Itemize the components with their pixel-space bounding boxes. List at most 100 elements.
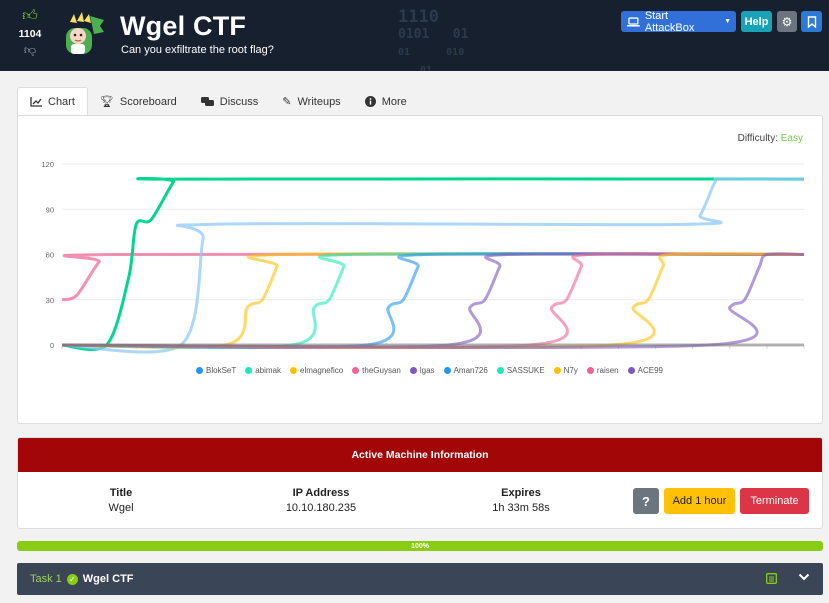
legend-item[interactable]: N7y	[553, 366, 578, 375]
terminate-button[interactable]: Terminate	[740, 488, 809, 514]
room-logo	[66, 12, 104, 54]
series-line	[61, 252, 805, 350]
legend-label: lgas	[419, 366, 435, 375]
legend-swatch	[290, 367, 298, 374]
binary-decoration: 1110 0101 01 01 010 01	[398, 8, 468, 71]
line-chart-icon	[30, 96, 42, 107]
machine-help-button[interactable]: ?	[633, 488, 659, 514]
legend-swatch	[553, 367, 561, 374]
expires-label: Expires	[501, 487, 541, 499]
machine-title-label: Title	[109, 487, 133, 499]
thumbs-down-icon[interactable]: 👎︎	[23, 43, 37, 57]
legend-label: N7y	[563, 366, 578, 375]
series-line	[61, 252, 805, 350]
legend-swatch	[245, 367, 253, 374]
y-tick-label: 60	[46, 251, 54, 260]
caret-down-icon[interactable]: ▼	[724, 18, 731, 25]
room-tabs: Chart 🏆︎ Scoreboard Discuss ✎ Writeups M…	[17, 87, 419, 116]
legend-label: ACE99	[637, 366, 663, 375]
machine-title-value: Wgel	[108, 502, 134, 514]
progress-chart: 120 90 60 30 0	[41, 160, 805, 354]
y-tick-label: 30	[46, 296, 54, 305]
legend-swatch	[627, 367, 635, 374]
tab-label: Writeups	[297, 95, 341, 108]
help-button[interactable]: Help	[741, 11, 772, 32]
tab-chart[interactable]: Chart	[17, 87, 88, 116]
series-line	[61, 177, 805, 354]
series-line	[61, 252, 805, 350]
active-machine-card: Active Machine Information Title Wgel IP…	[17, 437, 823, 529]
series-line	[61, 252, 805, 350]
chart-panel: Difficulty: Easy 120 90 60 30 0 BlokSeT abima…	[17, 115, 823, 424]
binary-line: 01 010	[398, 47, 465, 58]
legend-label: BlokSeT	[206, 366, 237, 375]
task-name: Wgel CTF	[82, 573, 134, 585]
room-title: Wgel CTF	[120, 11, 247, 41]
legend-swatch	[352, 367, 360, 374]
task-number: Task 1	[30, 573, 62, 585]
comments-icon	[200, 96, 214, 106]
difficulty-value: Easy	[780, 133, 803, 144]
binary-line: 1110	[398, 7, 439, 27]
legend-item[interactable]: abimak	[245, 366, 281, 375]
difficulty-label: Difficulty:	[737, 133, 778, 144]
tab-more[interactable]: More	[353, 87, 419, 116]
legend-label: elmagnefico	[300, 366, 344, 375]
legend-swatch	[443, 367, 451, 374]
legend-label: abimak	[255, 366, 282, 375]
add-hour-button[interactable]: Add 1 hour	[664, 488, 735, 514]
series-line	[61, 252, 805, 350]
start-attackbox-button[interactable]: Start AttackBox ▼	[621, 9, 736, 34]
legend-item[interactable]: lgas	[409, 366, 435, 375]
series-line	[61, 252, 805, 350]
tab-label: Scoreboard	[119, 95, 177, 108]
expires-value: 1h 33m 58s	[492, 502, 550, 514]
check-circle-icon: ✓	[66, 573, 78, 585]
tab-label: Discuss	[219, 95, 259, 108]
pencil-icon: ✎	[282, 96, 292, 108]
chevron-down-icon[interactable]	[798, 571, 810, 583]
tab-discuss[interactable]: Discuss	[189, 87, 271, 116]
y-tick-label: 120	[41, 160, 54, 169]
legend-swatch	[586, 367, 594, 374]
binary-line: 01	[420, 65, 433, 71]
legend-item[interactable]: BlokSeT	[196, 366, 236, 375]
legend-swatch	[196, 367, 203, 374]
machine-ip-column: IP Address 10.10.180.235	[271, 487, 371, 514]
ip-address-value: 10.10.180.235	[285, 502, 357, 514]
legend-item[interactable]: theGuysan	[352, 366, 401, 375]
legend-label: raisen	[596, 366, 619, 375]
settings-button[interactable]: ⚙	[777, 11, 797, 32]
chart-legend: BlokSeT abimak elmagnefico theGuysan lgas Ama…	[196, 366, 663, 375]
progress-fill: 100%	[17, 541, 823, 551]
tab-writeups[interactable]: ✎ Writeups	[270, 87, 352, 116]
legend-item[interactable]: elmagnefico	[290, 366, 343, 375]
active-machine-header: Active Machine Information	[18, 438, 822, 472]
y-tick-label: 0	[50, 341, 54, 350]
task-header[interactable]: Task 1 ✓ Wgel CTF	[17, 563, 823, 595]
tab-scoreboard[interactable]: 🏆︎ Scoreboard	[88, 87, 189, 116]
series-line	[61, 252, 805, 350]
legend-item[interactable]: SASSUKE	[496, 366, 545, 375]
legend-item[interactable]: Aman726	[443, 366, 488, 375]
bookmark-button[interactable]	[801, 11, 822, 32]
binary-line: 0101 01	[398, 27, 469, 42]
vote-count: 1104	[18, 28, 42, 40]
machine-expires-column: Expires 1h 33m 58s	[476, 487, 566, 514]
gear-icon: ⚙	[781, 14, 793, 29]
start-attackbox-label: Start AttackBox	[644, 9, 695, 34]
legend-label: SASSUKE	[506, 366, 545, 375]
series-line	[61, 176, 805, 351]
legend-item[interactable]: raisen	[586, 366, 619, 375]
room-header: 👍︎ 1104 👎︎ Wgel CTF Can you exfiltrate t…	[0, 0, 829, 71]
legend-swatch	[496, 367, 504, 374]
y-tick-label: 90	[46, 205, 54, 214]
thumbs-up-icon[interactable]: 👍︎	[22, 7, 38, 24]
room-subtitle: Can you exfiltrate the root flag?	[121, 44, 274, 56]
series-line	[61, 252, 805, 302]
tab-label: Chart	[48, 95, 75, 108]
notes-icon[interactable]	[766, 573, 777, 584]
legend-label: Aman726	[453, 366, 488, 375]
legend-item[interactable]: ACE99	[627, 366, 663, 375]
vote-widget: 👍︎ 1104 👎︎	[14, 7, 46, 57]
